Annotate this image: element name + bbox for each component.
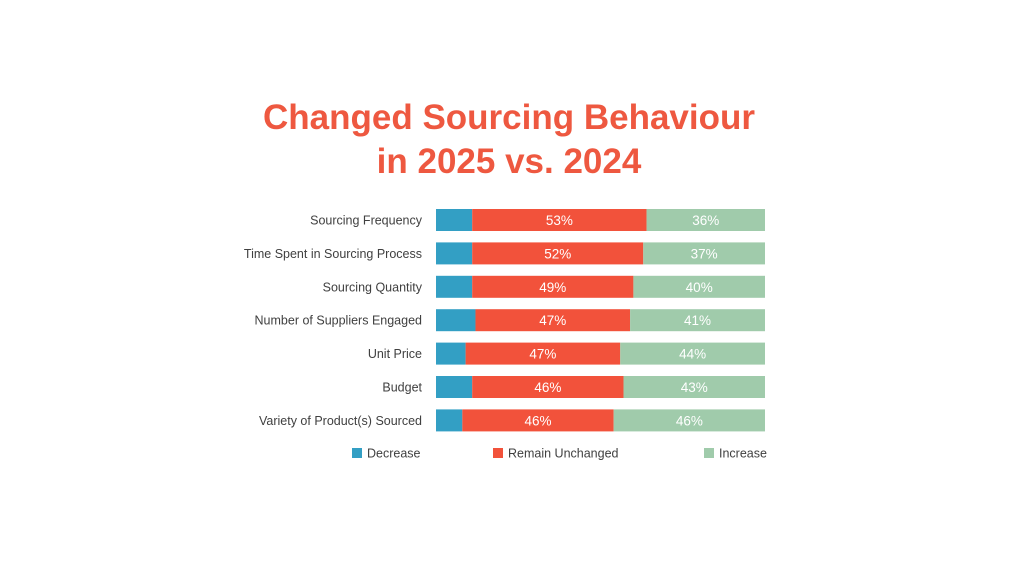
legend-swatch: [704, 448, 714, 458]
bar-segment-decrease: [436, 309, 476, 332]
bar-segment-increase: [633, 275, 765, 298]
bar-segment-decrease: [436, 275, 473, 298]
bar-segment-decrease: [436, 242, 473, 265]
data-label-remain-unchanged: 52%: [544, 246, 571, 261]
bar-row-budget: 46% 43%: [436, 376, 765, 398]
category-axis-labels: Sourcing Frequency Time Spent in Sourcing…: [244, 214, 423, 428]
data-label-increase: 41%: [684, 313, 711, 328]
data-label-increase: 40%: [686, 280, 713, 295]
legend-label: Increase: [719, 447, 767, 461]
legend-item-remain-unchanged: Remain Unchanged: [493, 447, 619, 461]
legend-item-decrease: Decrease: [352, 447, 421, 461]
bar-segment-increase: [646, 209, 765, 231]
bar-row-variety-of-product-s-sourced: 46% 46%: [436, 409, 765, 432]
data-label-increase: 36%: [692, 213, 719, 228]
bar-segment-decrease: [436, 209, 473, 231]
bar-row-sourcing-frequency: 53% 36%: [436, 209, 765, 231]
data-label-remain-unchanged: 47%: [539, 313, 566, 328]
category-label-number-of-suppliers-engaged: Number of Suppliers Engaged: [255, 314, 423, 328]
bar-segment-remain-unchanged: [472, 242, 644, 265]
bar-row-unit-price: 47% 44%: [436, 342, 765, 365]
bar-segment-increase: [620, 342, 765, 365]
bar-segment-remain-unchanged: [465, 342, 621, 365]
chart-title: Changed Sourcing Behaviour in 2025 vs. 2…: [0, 96, 1018, 184]
data-label-increase: 44%: [679, 347, 706, 362]
category-label-sourcing-quantity: Sourcing Quantity: [323, 280, 423, 294]
chart-title-line-1: Changed Sourcing Behaviour: [263, 98, 755, 137]
data-label-remain-unchanged: 49%: [539, 280, 566, 295]
legend-item-increase: Increase: [704, 447, 767, 461]
legend-label: Remain Unchanged: [508, 447, 619, 461]
data-label-remain-unchanged: 47%: [529, 347, 556, 362]
legend-label: Decrease: [367, 447, 421, 461]
data-label-increase: 43%: [681, 380, 708, 395]
bar-segment-increase: [623, 376, 765, 398]
legend-swatch: [493, 448, 503, 458]
data-label-increase: 37%: [691, 246, 718, 261]
bar-segment-decrease: [436, 342, 466, 365]
bar-segment-remain-unchanged: [472, 376, 624, 398]
bar-row-number-of-suppliers-engaged: 47% 41%: [436, 309, 765, 332]
data-label-remain-unchanged: 46%: [534, 380, 561, 395]
bar-segment-remain-unchanged: [475, 309, 631, 332]
category-label-unit-price: Unit Price: [368, 347, 422, 361]
legend-swatch: [352, 448, 362, 458]
bar-row-time-spent-in-sourcing-process: 52% 37%: [436, 242, 765, 265]
chart-title-line-2: in 2025 vs. 2024: [376, 142, 642, 181]
bar-row-sourcing-quantity: 49% 40%: [436, 275, 765, 298]
category-label-budget: Budget: [382, 381, 422, 395]
data-label-remain-unchanged: 53%: [546, 213, 573, 228]
legend: Decrease Remain Unchanged Increase: [352, 447, 767, 461]
data-label-increase: 46%: [676, 413, 703, 428]
bar-segment-increase: [630, 309, 765, 332]
bar-segment-increase: [613, 409, 765, 432]
bar-segment-remain-unchanged: [462, 409, 614, 432]
data-label-remain-unchanged: 46%: [524, 413, 551, 428]
bar-segment-decrease: [436, 409, 463, 432]
bar-segment-remain-unchanged: [472, 209, 647, 231]
bar-segment-increase: [643, 242, 765, 265]
category-label-sourcing-frequency: Sourcing Frequency: [310, 214, 423, 228]
category-label-time-spent-in-sourcing-process: Time Spent in Sourcing Process: [244, 247, 422, 261]
bar-segment-decrease: [436, 376, 473, 398]
bar-area: 53% 36%52% 37%49% 40%47% 41%47% 44%46% 43%46% 4…: [436, 209, 765, 432]
category-label-variety-of-product-s-sourced: Variety of Product(s) Sourced: [259, 414, 422, 428]
bar-segment-remain-unchanged: [472, 275, 634, 298]
